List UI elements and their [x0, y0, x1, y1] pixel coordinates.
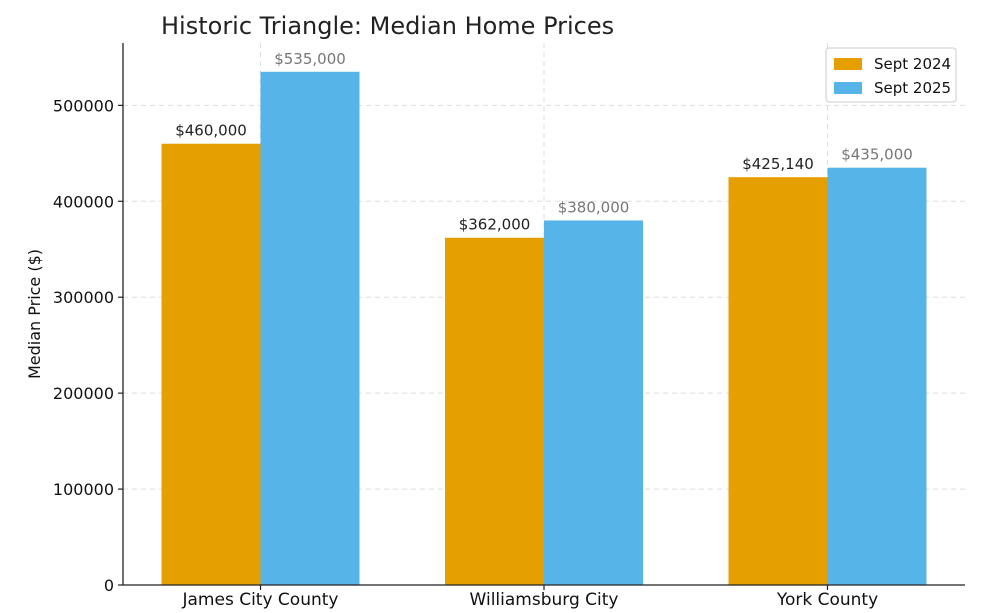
bar-sept-2024 — [728, 177, 828, 586]
x-tick-label: James City County — [182, 590, 339, 610]
y-tick-label: 200000 — [53, 384, 114, 403]
bars — [161, 71, 927, 586]
data-label: $460,000 — [175, 122, 247, 140]
bar-sept-2025 — [827, 167, 927, 586]
data-label: $425,140 — [742, 155, 814, 173]
legend-swatch — [834, 82, 862, 94]
data-label: $380,000 — [558, 198, 630, 216]
y-tick-label: 400000 — [53, 192, 114, 211]
y-tick-label: 0 — [104, 576, 114, 595]
legend: Sept 2024 Sept 2025 — [825, 47, 957, 103]
y-tick-label: 500000 — [53, 96, 114, 115]
legend-swatch — [834, 58, 862, 70]
chart-title: Historic Triangle: Median Home Prices — [161, 12, 614, 40]
y-tick-label: 100000 — [53, 480, 114, 499]
data-label: $362,000 — [459, 216, 531, 234]
y-ticks: 0 100000 200000 300000 400000 500000 — [53, 96, 123, 595]
y-axis-label: Median Price ($) — [25, 249, 44, 379]
legend-entry: Sept 2025 — [874, 79, 951, 97]
data-labels: $460,000 $362,000 $425,140 $535,000 $380,000… — [175, 50, 913, 234]
bar-sept-2025 — [260, 71, 360, 586]
bar-sept-2024 — [161, 143, 261, 586]
x-tick-label: York County — [776, 590, 878, 610]
bar-sept-2024 — [445, 237, 544, 586]
x-tick-label: Williamsburg City — [470, 590, 619, 610]
legend-entry: Sept 2024 — [874, 55, 951, 73]
bar-sept-2025 — [544, 220, 643, 585]
data-label: $535,000 — [274, 50, 346, 68]
data-label: $435,000 — [841, 146, 913, 164]
x-ticks: James City County Williamsburg City York C… — [182, 585, 878, 610]
y-tick-label: 300000 — [53, 288, 114, 307]
